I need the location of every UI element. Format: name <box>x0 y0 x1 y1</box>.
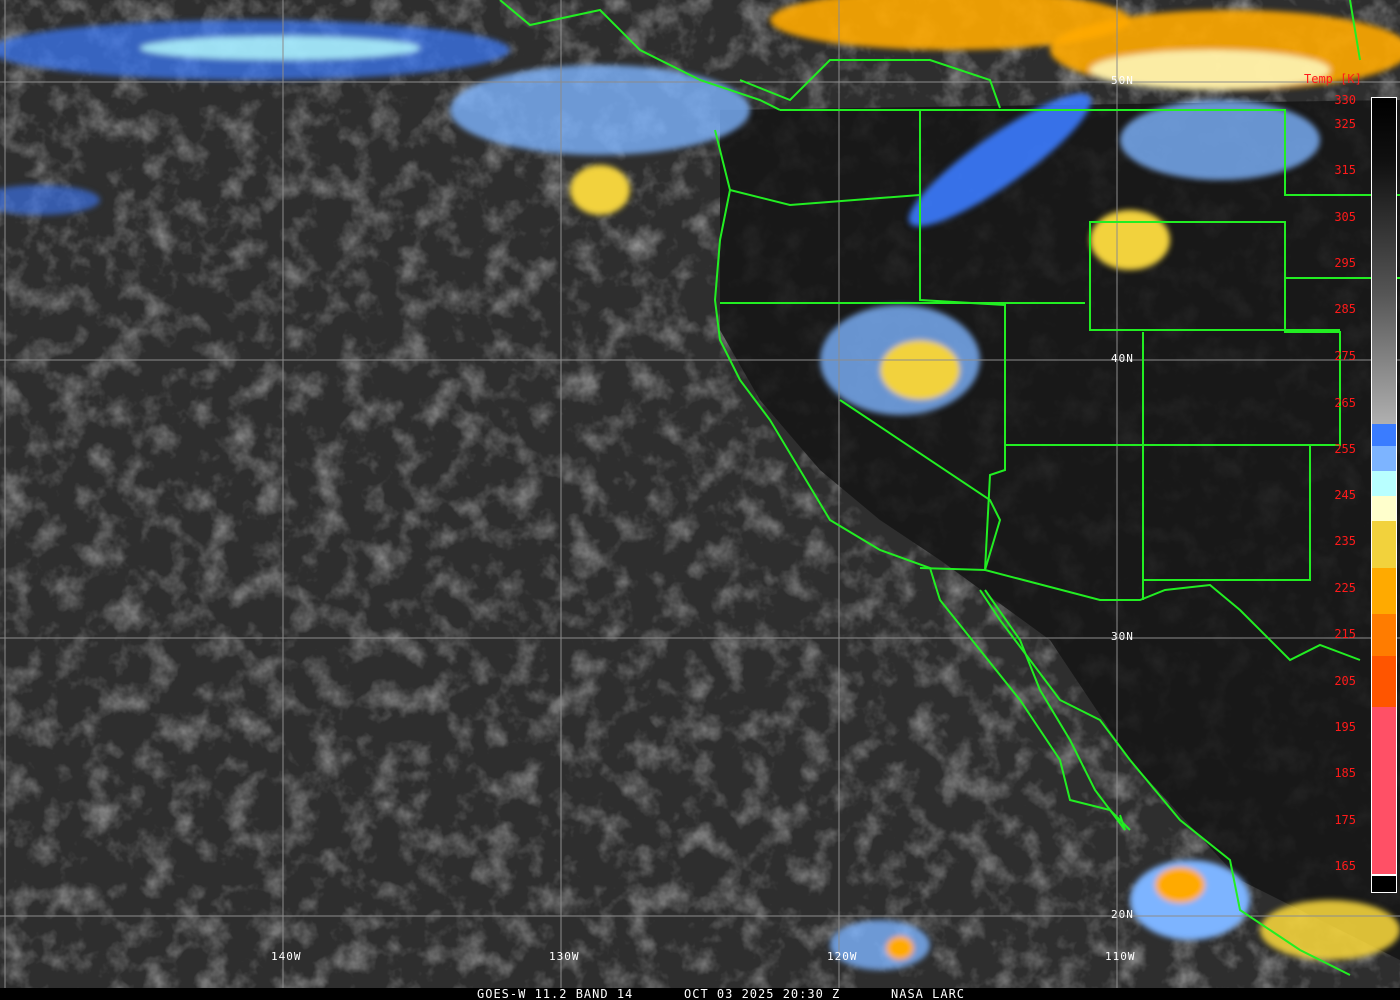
colorbar-tick-label: 235 <box>1334 534 1356 548</box>
colorbar-tick-label: 215 <box>1334 627 1356 641</box>
colorbar-tick-label: 265 <box>1334 396 1356 410</box>
colorbar-gray-gradient <box>1372 98 1396 424</box>
colorbar-orange <box>1372 568 1396 614</box>
colorbar-tick-label: 315 <box>1334 163 1356 177</box>
lat-label-40n: 40N <box>1111 352 1134 365</box>
colorbar-tick-label: 330 <box>1334 93 1356 107</box>
colorbar-red-orange <box>1372 656 1396 707</box>
lon-label-140w: 140W <box>271 950 302 963</box>
colorbar-tick-label: 165 <box>1334 859 1356 873</box>
colorbar-tick-label: 295 <box>1334 256 1356 270</box>
colorbar-tick-label: 205 <box>1334 674 1356 688</box>
colorbar-tick-label: 285 <box>1334 302 1356 316</box>
colorbar-tick-label: 255 <box>1334 442 1356 456</box>
colorbar-tick-label: 185 <box>1334 766 1356 780</box>
colorbar-tick-label: 175 <box>1334 813 1356 827</box>
colorbar-blue <box>1372 424 1396 446</box>
political-borders <box>499 0 1400 976</box>
lon-label-110w: 110W <box>1105 950 1136 963</box>
colorbar-tick-label: 305 <box>1334 210 1356 224</box>
lon-label-120w: 120W <box>827 950 858 963</box>
colorbar-light-blue <box>1372 446 1396 471</box>
colorbar-title: Temp [K] <box>1304 72 1362 86</box>
lon-label-130w: 130W <box>549 950 580 963</box>
colorbar-tick-label: 275 <box>1334 349 1356 363</box>
lat-label-30n: 30N <box>1111 630 1134 643</box>
colorbar-tick-label: 325 <box>1334 117 1356 131</box>
colorbar-pink <box>1372 707 1396 874</box>
image-datetime: OCT 03 2025 20:30 Z <box>684 987 841 1000</box>
colorbar-tick-label: 245 <box>1334 488 1356 502</box>
image-credit: NASA LARC <box>891 987 966 1000</box>
caption-bar: GOES-W 11.2 BAND 14 OCT 03 2025 20:30 Z … <box>0 987 1400 1000</box>
colorbar-tick-label: 195 <box>1334 720 1356 734</box>
cold-clouds <box>0 0 1400 970</box>
colorbar-yellow <box>1372 521 1396 568</box>
colorbar-cyan <box>1372 471 1396 496</box>
lat-label-20n: 20N <box>1111 908 1134 921</box>
colorbar-dark-orange <box>1372 614 1396 656</box>
temperature-colorbar <box>1371 97 1397 893</box>
lat-label-50n: 50N <box>1111 74 1134 87</box>
colorbar-pale-yellow <box>1372 496 1396 521</box>
colorbar-tick-label: 225 <box>1334 581 1356 595</box>
colorbar-white-line <box>1372 874 1396 876</box>
satellite-band: GOES-W 11.2 BAND 14 <box>477 987 634 1000</box>
